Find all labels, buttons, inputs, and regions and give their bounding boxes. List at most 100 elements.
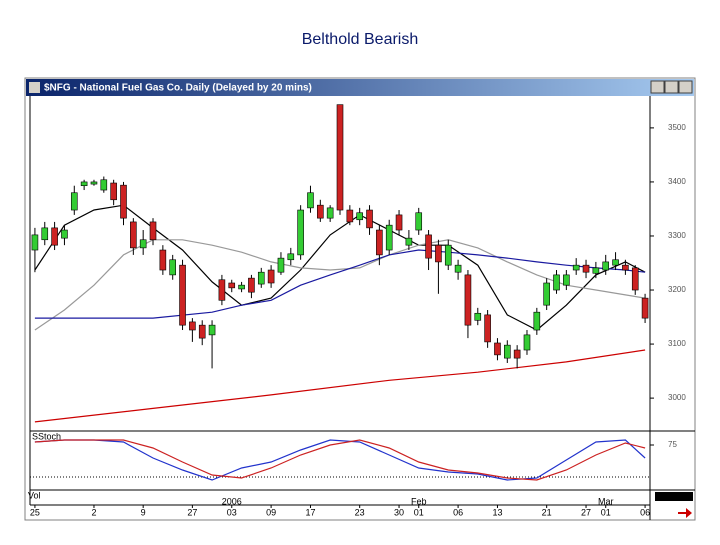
period-label: Feb [411, 496, 427, 506]
candle-body [435, 244, 442, 263]
y-tick-label: 75 [668, 440, 677, 449]
candle-body [346, 209, 354, 223]
candle-body [385, 224, 393, 251]
candle-body [277, 257, 285, 273]
x-tick-label: 30 [394, 507, 404, 517]
candle-body [395, 214, 403, 231]
x-tick-label: 09 [266, 507, 276, 517]
x-tick-label: 21 [542, 507, 552, 517]
candle-body [454, 264, 462, 273]
candle-body [189, 321, 196, 331]
candle-body [218, 279, 226, 301]
candle-body [513, 349, 521, 359]
candle-body [622, 264, 629, 271]
candle-body [376, 229, 383, 256]
x-tick-label: 23 [355, 507, 365, 517]
x-tick-label: 25 [30, 507, 40, 517]
candle-body [425, 234, 432, 259]
volume-box [655, 492, 693, 501]
candle-body [139, 239, 147, 249]
volume-title: Vol [28, 490, 41, 500]
x-tick-label: 9 [141, 507, 146, 517]
candle-body [405, 237, 413, 246]
candle-body [110, 182, 117, 201]
indicator-line [34, 439, 646, 481]
candle-body [257, 271, 265, 285]
indicator-line [34, 204, 646, 331]
close-button[interactable] [678, 80, 693, 94]
candle-body [444, 244, 452, 266]
candle-body [70, 192, 78, 211]
window-title: $NFG - National Fuel Gas Co. Daily (Dela… [44, 83, 312, 94]
candle-body [572, 264, 580, 271]
candle-body [208, 324, 216, 336]
candle-body [80, 181, 88, 187]
candle-body [267, 269, 275, 284]
candle-body [159, 249, 167, 271]
candle-body [90, 181, 98, 185]
candle-body [563, 274, 570, 286]
minimize-button[interactable] [650, 80, 665, 94]
candle-body [592, 267, 600, 274]
x-tick-label: 03 [227, 507, 237, 517]
x-tick-label: 01 [414, 507, 424, 517]
x-tick-label: 01 [601, 507, 611, 517]
candle-body [287, 253, 295, 261]
indicator-line [34, 249, 646, 319]
candle-body [533, 311, 541, 331]
candle-body [120, 184, 127, 219]
candle-body [474, 312, 482, 321]
period-label: Mar [598, 496, 614, 506]
candle-body [484, 314, 491, 343]
candle-body [41, 227, 49, 241]
y-tick-label: 3400 [668, 177, 686, 186]
candle-body [149, 221, 157, 241]
candle-body [307, 192, 314, 209]
candle-body [100, 179, 108, 191]
window [24, 77, 696, 521]
x-tick-label: 13 [492, 507, 502, 517]
candle-body [464, 274, 472, 326]
candle-body [228, 282, 236, 289]
candle-body [130, 221, 137, 249]
candle-body [612, 259, 619, 266]
candle-body [326, 207, 334, 219]
candle-body [602, 261, 610, 271]
indicator-line [34, 239, 646, 331]
x-tick-label: 27 [581, 507, 591, 517]
candle-body [317, 204, 324, 219]
candle-body [504, 344, 511, 359]
panel-title: SStoch [32, 431, 61, 441]
y-tick-label: 3300 [668, 231, 686, 240]
candle-body [415, 212, 423, 231]
candle-body [543, 282, 550, 306]
window-icon [29, 82, 40, 93]
candle-body [336, 104, 344, 211]
x-tick-label: 27 [187, 507, 197, 517]
x-tick-label: 17 [305, 507, 315, 517]
candle-body [356, 212, 363, 221]
period-label: 2006 [222, 496, 242, 506]
x-tick-label: 06 [453, 507, 463, 517]
candle-body [61, 229, 68, 239]
title-bar [26, 79, 694, 96]
y-tick-label: 3100 [668, 339, 686, 348]
candle-body [631, 267, 639, 291]
candle-body [169, 259, 176, 276]
candle-body [297, 209, 304, 256]
slide-title: Belthold Bearish [302, 31, 419, 48]
candle-body [582, 264, 590, 273]
candle-body [179, 264, 186, 326]
candle-body [31, 234, 39, 251]
y-tick-label: 3500 [668, 123, 686, 132]
candle-body [523, 334, 531, 351]
indicator-line [34, 439, 646, 481]
candle-body [366, 209, 373, 229]
candle-body [494, 342, 501, 356]
scroll-arrow[interactable] [678, 508, 692, 518]
y-tick-label: 3000 [668, 393, 686, 402]
maximize-button[interactable] [664, 80, 679, 94]
candle-body [641, 297, 649, 319]
candle-body [553, 274, 560, 291]
